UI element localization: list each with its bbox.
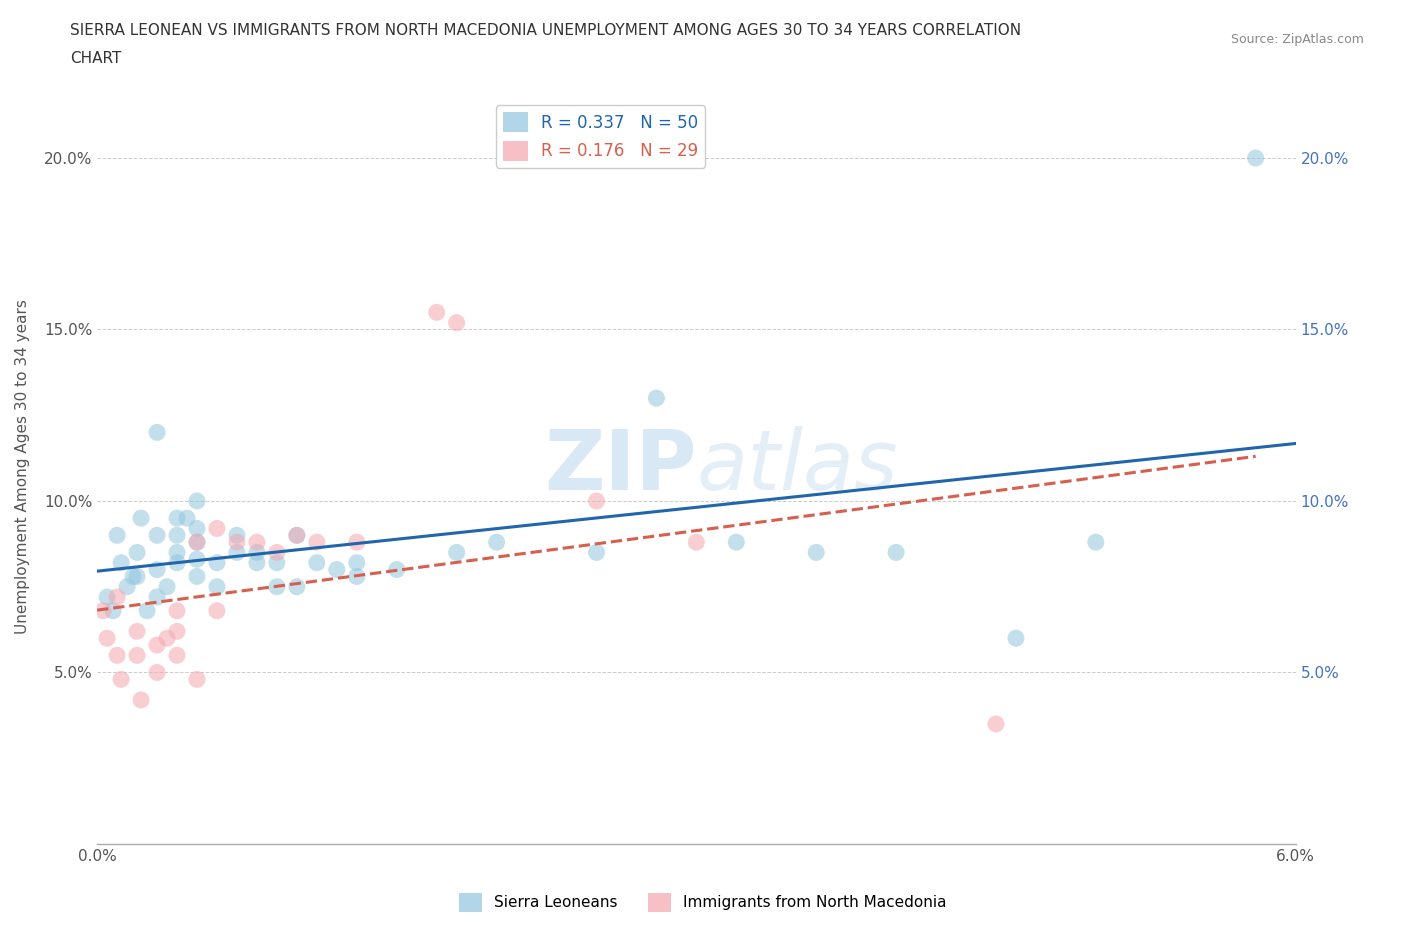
Text: atlas: atlas (696, 426, 898, 507)
Point (136, 604, 159, 618)
Point (166, 545, 188, 560)
Point (186, 551, 208, 566)
Point (285, 579, 308, 594)
Point (1005, 631, 1028, 645)
Point (246, 545, 269, 560)
Point (246, 555, 269, 570)
Point (266, 579, 288, 594)
Point (685, 535, 707, 550)
Point (129, 693, 152, 708)
Point (1244, 151, 1267, 166)
Point (285, 528, 308, 543)
Point (125, 624, 148, 639)
Point (105, 648, 128, 663)
Point (186, 521, 208, 536)
Point (129, 511, 152, 525)
Point (146, 562, 169, 577)
Point (146, 665, 169, 680)
Text: ZIP: ZIP (544, 426, 696, 507)
Point (166, 511, 188, 525)
Point (385, 562, 408, 577)
Point (122, 569, 145, 584)
Text: Source: ZipAtlas.com: Source: ZipAtlas.com (1230, 33, 1364, 46)
Text: SIERRA LEONEAN VS IMMIGRANTS FROM NORTH MACEDONIA UNEMPLOYMENT AMONG AGES 30 TO : SIERRA LEONEAN VS IMMIGRANTS FROM NORTH … (70, 23, 1021, 38)
Point (205, 555, 228, 570)
Point (226, 535, 249, 550)
Point (186, 671, 208, 686)
Point (346, 569, 368, 584)
Point (1084, 535, 1107, 550)
Point (110, 671, 132, 686)
Point (266, 545, 288, 560)
Point (146, 425, 169, 440)
Point (326, 562, 349, 577)
Point (205, 579, 228, 594)
Point (186, 494, 208, 509)
Point (806, 545, 828, 560)
Point (725, 535, 748, 550)
Point (176, 511, 198, 525)
Point (156, 579, 179, 594)
Point (146, 590, 169, 604)
Point (984, 716, 1007, 731)
Point (205, 521, 228, 536)
Point (305, 555, 328, 570)
Point (115, 579, 138, 594)
Point (485, 535, 508, 550)
Legend: Sierra Leoneans, Immigrants from North Macedonia: Sierra Leoneans, Immigrants from North M… (453, 887, 953, 918)
Point (156, 631, 179, 645)
Point (585, 494, 607, 509)
Point (110, 555, 132, 570)
Point (186, 535, 208, 550)
Point (446, 545, 468, 560)
Point (246, 535, 269, 550)
Point (125, 648, 148, 663)
Point (101, 604, 124, 618)
Point (96, 590, 118, 604)
Point (346, 535, 368, 550)
Point (426, 305, 449, 320)
Point (166, 555, 188, 570)
Point (146, 638, 169, 653)
Point (91, 604, 114, 618)
Point (186, 569, 208, 584)
Point (446, 315, 468, 330)
Point (96, 631, 118, 645)
Point (125, 569, 148, 584)
Point (105, 528, 128, 543)
Point (226, 528, 249, 543)
Point (346, 555, 368, 570)
Point (884, 545, 907, 560)
Point (166, 648, 188, 663)
Point (226, 545, 249, 560)
Point (205, 604, 228, 618)
Point (166, 604, 188, 618)
Y-axis label: Unemployment Among Ages 30 to 34 years: Unemployment Among Ages 30 to 34 years (15, 299, 30, 634)
Text: CHART: CHART (70, 51, 122, 66)
Point (305, 535, 328, 550)
Point (645, 391, 668, 405)
Point (266, 555, 288, 570)
Point (186, 535, 208, 550)
Point (166, 624, 188, 639)
Legend: R = 0.337   N = 50, R = 0.176   N = 29: R = 0.337 N = 50, R = 0.176 N = 29 (496, 105, 704, 167)
Point (166, 528, 188, 543)
Point (105, 590, 128, 604)
Point (125, 545, 148, 560)
Point (146, 528, 169, 543)
Point (285, 528, 308, 543)
Point (585, 545, 607, 560)
